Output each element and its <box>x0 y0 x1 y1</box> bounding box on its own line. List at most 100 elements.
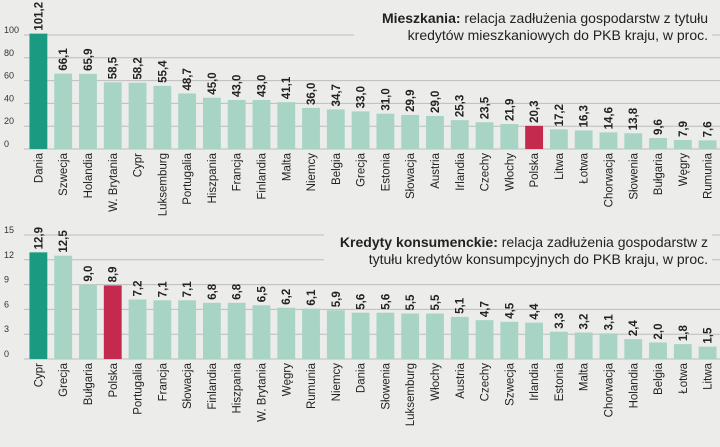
chart-mieszkania: 0 20 40 60 80 100 101,2 Dania 66,1 Szwecja 65,9 Hol… <box>4 2 720 216</box>
data-label: 3,2 <box>579 314 591 330</box>
y-tick-label: 40 <box>4 93 14 103</box>
x-tick-label: Niemcy <box>306 153 318 192</box>
x-tick-label: Dania <box>33 152 45 183</box>
x-tick-label: Węgry <box>678 153 690 186</box>
data-label: 23,5 <box>480 96 492 119</box>
y-tick-label: 12 <box>4 250 14 260</box>
chart-title-mieszkania: Mieszkania: relacja zadłużenia gospodars… <box>354 8 712 46</box>
data-label: 36,0 <box>306 83 318 105</box>
data-label: 5,1 <box>455 297 467 314</box>
x-tick-label: Belgia <box>653 362 665 395</box>
bar <box>227 99 246 149</box>
bar <box>401 114 420 149</box>
chart-title-text: relacja zadłużenia gospodarstw z tytułu … <box>407 10 708 43</box>
data-label: 7,6 <box>703 121 715 137</box>
bar <box>475 122 494 149</box>
bar <box>525 125 544 149</box>
data-label: 8,9 <box>108 266 120 282</box>
bar <box>103 82 122 149</box>
bar <box>599 333 618 359</box>
data-label: 31,0 <box>380 88 392 110</box>
x-tick-label: Irlandia <box>529 362 541 400</box>
data-label: 58,2 <box>133 57 145 79</box>
bar <box>673 344 692 359</box>
bar <box>29 252 48 359</box>
x-tick-label: Francja <box>157 362 169 401</box>
x-tick-label: Rumunia <box>306 362 318 409</box>
bar <box>376 113 395 149</box>
y-tick-label: 9 <box>4 275 9 285</box>
data-label: 6,8 <box>207 283 219 300</box>
data-label: 25,3 <box>455 95 467 117</box>
bar <box>574 332 593 359</box>
x-tick-label: Luksemburg <box>157 153 169 216</box>
x-tick-label: Chorwacja <box>603 152 615 207</box>
x-tick-label: Czechy <box>480 153 492 192</box>
x-tick-label: Niemcy <box>331 363 343 402</box>
chart-title-bold: Mieszkania: <box>381 10 461 26</box>
data-label: 34,7 <box>331 84 343 106</box>
data-label: 29,9 <box>405 90 417 112</box>
bar <box>549 129 568 149</box>
x-tick-label: Rumunia <box>703 152 715 199</box>
data-label: 101,2 <box>33 2 45 31</box>
data-label: 58,5 <box>108 56 120 79</box>
x-tick-label: Węgry <box>281 363 293 396</box>
data-label: 1,8 <box>678 325 690 342</box>
bar <box>79 284 97 359</box>
x-tick-label: Estonia <box>554 362 566 401</box>
data-label: 4,4 <box>529 303 541 320</box>
data-label: 7,1 <box>157 281 169 298</box>
data-label: 41,1 <box>281 76 293 99</box>
bar <box>202 302 221 359</box>
bar <box>649 342 667 359</box>
y-tick-label: 60 <box>4 71 14 81</box>
x-tick-label: Estonia <box>380 152 392 191</box>
data-label: 6,2 <box>281 289 293 305</box>
x-tick-label: Litwa <box>703 362 715 389</box>
bar <box>302 308 320 359</box>
bar <box>549 331 568 359</box>
y-tick-label: 20 <box>4 116 14 126</box>
bar <box>450 120 469 149</box>
y-tick-label: 0 <box>4 139 9 149</box>
bar <box>54 73 73 149</box>
bar <box>277 307 296 359</box>
data-label: 65,9 <box>83 48 95 70</box>
x-tick-label: Słowenia <box>380 362 392 409</box>
data-label: 43,0 <box>232 75 244 97</box>
x-tick-label: Włochy <box>504 153 516 191</box>
data-label: 5,6 <box>380 294 392 310</box>
bar <box>54 255 73 359</box>
data-label: 13,8 <box>628 107 640 130</box>
data-label: 33,0 <box>356 86 368 108</box>
data-label: 29,0 <box>430 91 442 113</box>
chart-title-bold: Kredyty konsumenckie: <box>339 234 498 250</box>
x-tick-label: Litwa <box>554 152 566 179</box>
x-tick-label: Słowacja <box>182 362 194 409</box>
x-tick-label: Dania <box>356 362 368 393</box>
x-tick-label: Irlandia <box>455 152 467 190</box>
bar <box>525 322 544 359</box>
data-label: 48,7 <box>182 68 194 90</box>
data-label: 9,6 <box>653 119 665 135</box>
data-label: 43,0 <box>256 75 268 97</box>
data-label: 12,5 <box>58 230 70 253</box>
x-tick-label: Hiszpania <box>232 362 244 413</box>
chart-kredyty-konsumenckie: 0 3 6 9 12 15 12,9 Cypr 12,5 Grecja 9,0 Bułgaria 8,9… <box>4 225 720 426</box>
data-label: 66,1 <box>58 48 70 71</box>
data-label: 7,2 <box>133 280 145 296</box>
data-label: 1,5 <box>703 327 715 344</box>
bar <box>128 82 147 149</box>
x-tick-label: Chorwacja <box>603 362 615 417</box>
x-tick-label: W. Brytania <box>108 152 120 211</box>
x-tick-label: Czechy <box>480 363 492 402</box>
x-tick-label: Portugalia <box>133 362 145 414</box>
bar <box>153 300 172 359</box>
x-tick-label: Grecja <box>58 362 70 396</box>
bar <box>252 99 271 149</box>
x-tick-label: Łotwa <box>579 152 591 183</box>
x-tick-label: Bułgaria <box>83 362 95 405</box>
bar <box>29 33 48 149</box>
